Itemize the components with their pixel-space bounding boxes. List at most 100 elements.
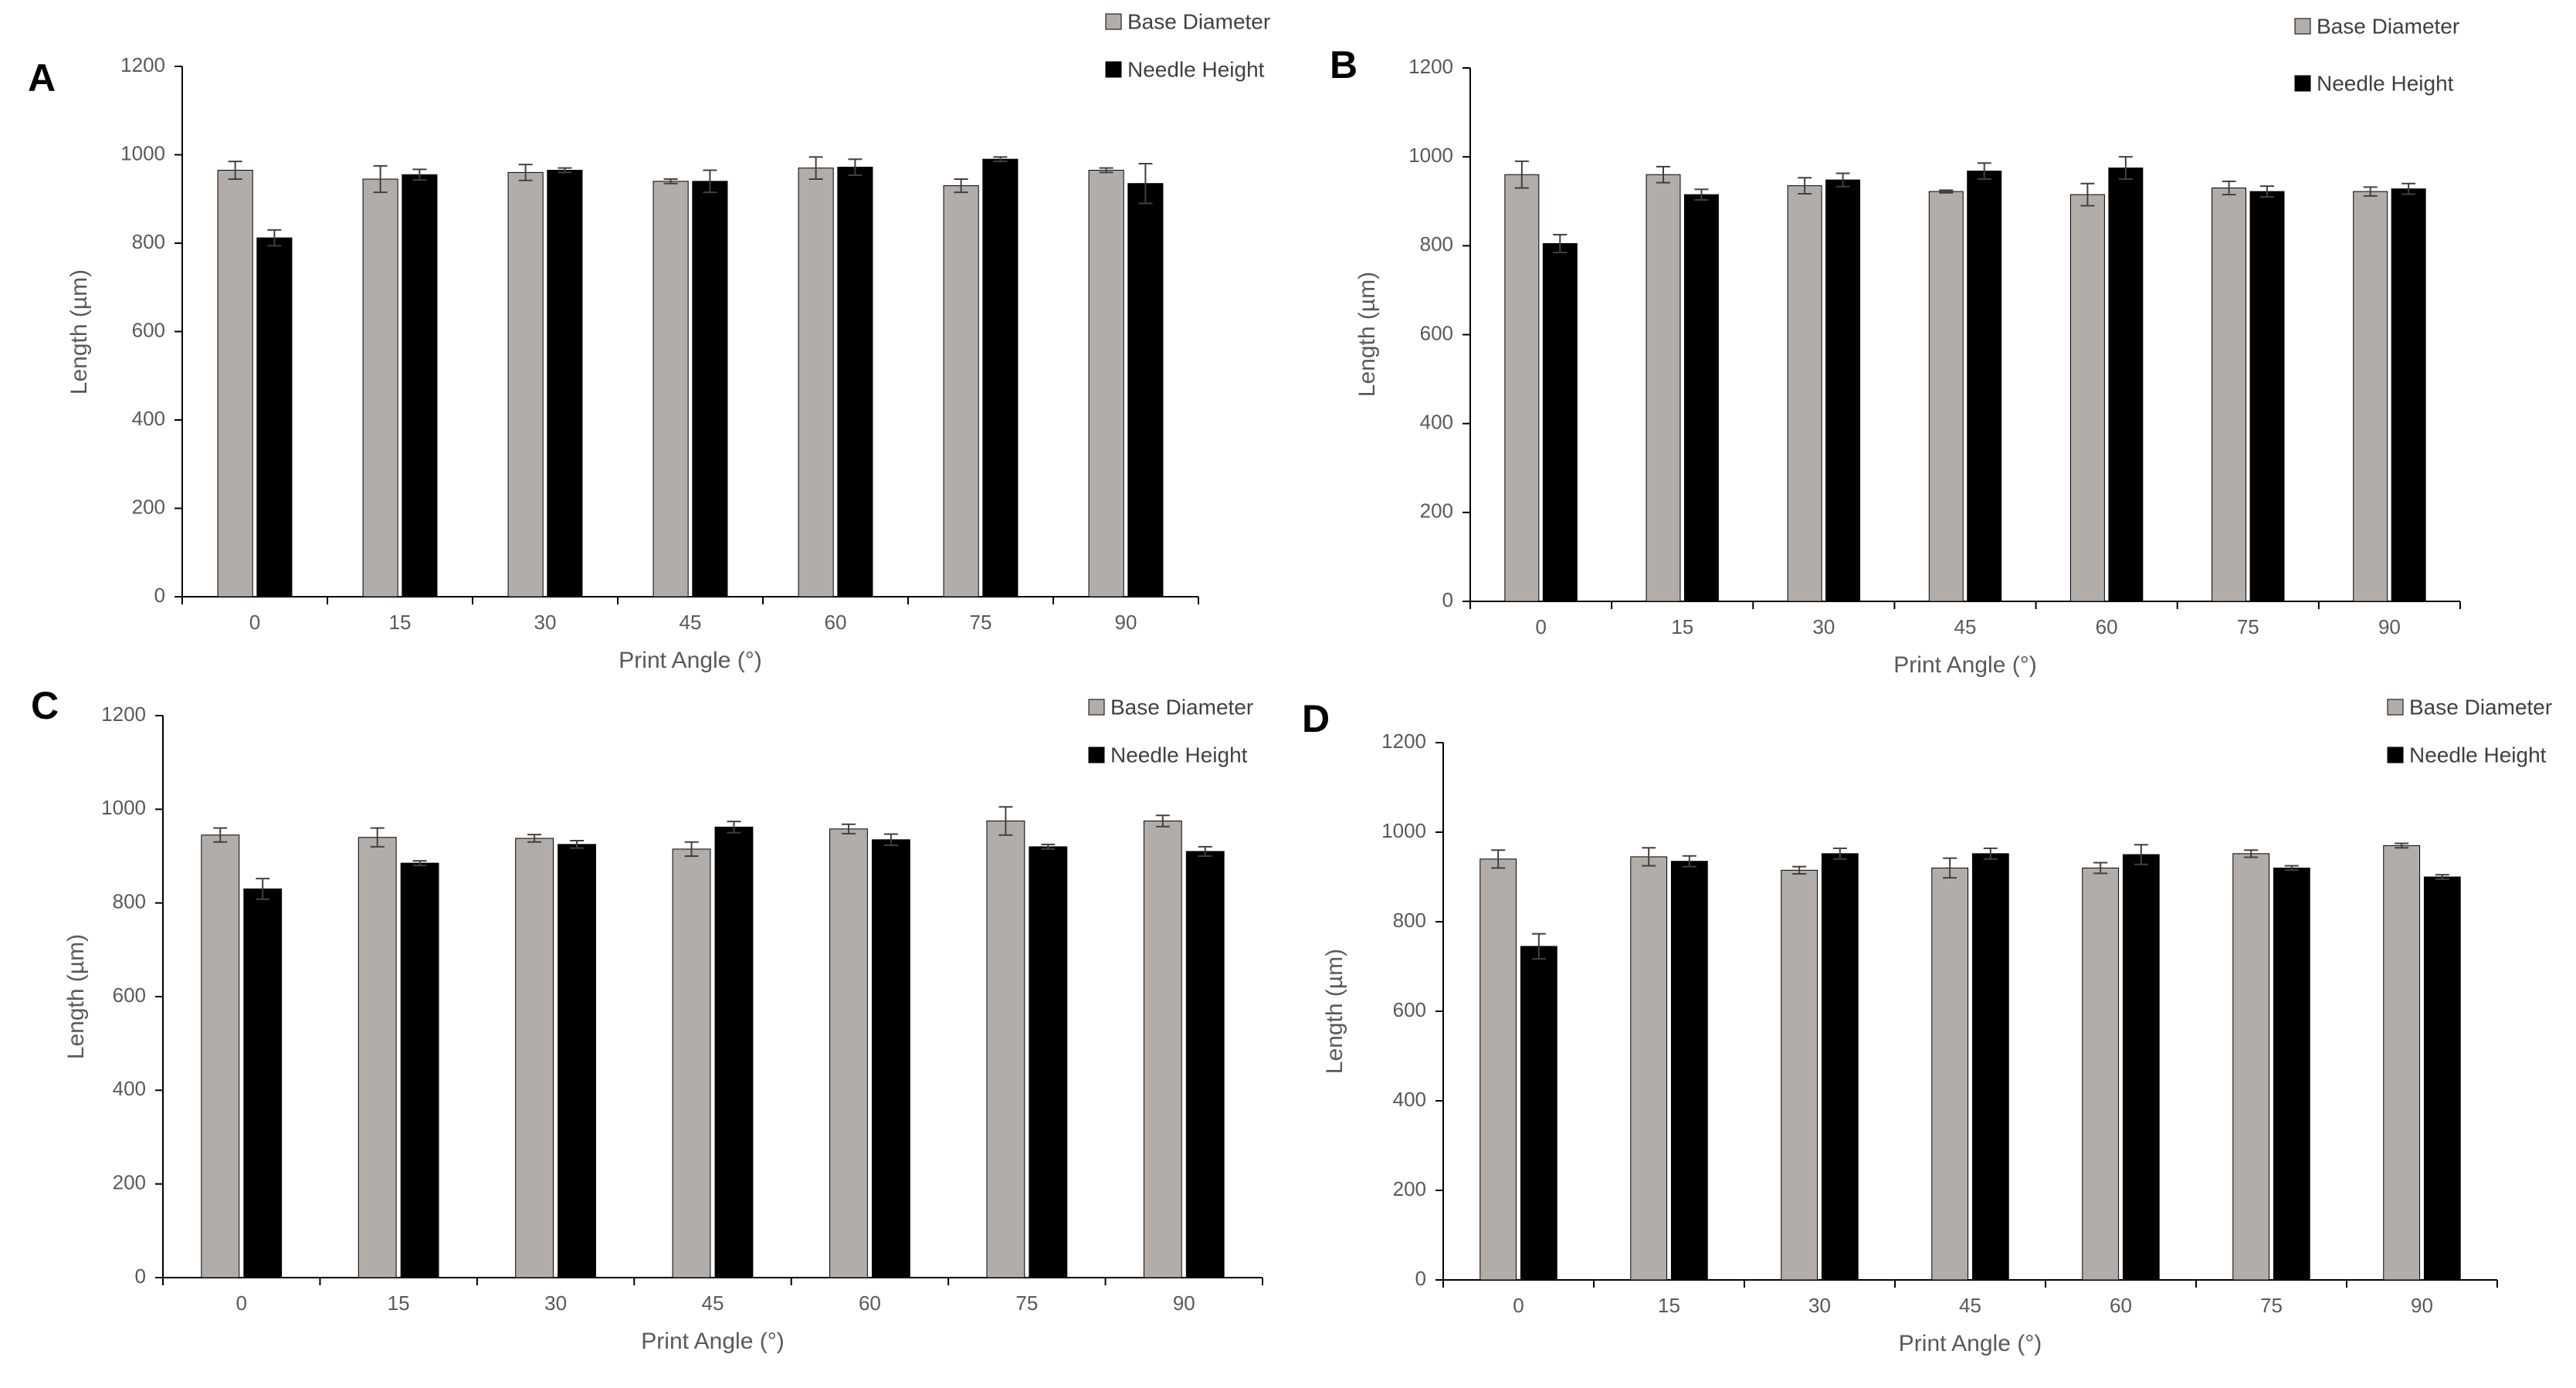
y-tick-label: 1200 — [1381, 730, 1426, 753]
x-tick-label: 75 — [2260, 1294, 2283, 1317]
bar-needle-height — [1127, 183, 1164, 598]
panel-label: C — [31, 684, 59, 727]
y-tick-label: 1000 — [101, 796, 146, 819]
bar-base-diameter — [1781, 869, 1818, 1281]
bar-base-diameter — [2082, 867, 2120, 1281]
bar-base-diameter — [2212, 187, 2247, 602]
y-tick-label: 200 — [1393, 1177, 1426, 1200]
x-tick-label: 15 — [388, 1292, 410, 1315]
bar-base-diameter — [217, 170, 253, 598]
bar-base-diameter — [507, 171, 544, 598]
x-tick-label: 30 — [534, 611, 557, 634]
bar-needle-height — [837, 167, 873, 598]
x-tick-label: 90 — [1115, 611, 1137, 634]
y-axis-title: Length (µm) — [1354, 272, 1380, 397]
y-axis-title: Length (µm) — [1322, 949, 1347, 1074]
x-tick-label: 75 — [2237, 615, 2259, 638]
bar-needle-height — [400, 862, 439, 1278]
bar-needle-height — [2273, 867, 2310, 1281]
bar-base-diameter — [515, 838, 554, 1278]
y-tick-label: 200 — [132, 495, 165, 518]
x-tick-label: 15 — [1671, 615, 1693, 638]
bar-base-diameter — [358, 837, 397, 1278]
legend-entry: Base Diameter — [1110, 695, 1253, 719]
panel-label: A — [28, 56, 56, 100]
bar-base-diameter — [1928, 191, 1964, 602]
legend-entry: Needle Height — [1110, 743, 1248, 767]
y-tick-label: 1200 — [101, 702, 146, 726]
bar-needle-height — [558, 844, 596, 1278]
legend-swatch-needle-height — [1105, 61, 1122, 78]
bar-base-diameter — [943, 185, 979, 598]
bar-needle-height — [1185, 851, 1225, 1278]
y-tick-label: 1200 — [1408, 55, 1453, 78]
x-tick-label: 45 — [1954, 615, 1977, 638]
bar-needle-height — [1520, 946, 1557, 1281]
x-tick-label: 90 — [2411, 1294, 2433, 1317]
bar-needle-height — [1683, 194, 1719, 602]
legend-swatch-base-diameter — [2294, 18, 2311, 35]
x-tick-label: 60 — [2096, 615, 2118, 638]
bar-base-diameter — [1504, 174, 1540, 602]
x-tick-label: 30 — [544, 1292, 567, 1315]
legend-swatch-needle-height — [2294, 75, 2311, 92]
x-tick-label: 45 — [680, 611, 702, 634]
y-tick-label: 600 — [1393, 998, 1426, 1021]
x-tick-label: 0 — [236, 1292, 246, 1315]
y-tick-label: 600 — [1420, 321, 1453, 344]
x-axis-title: Print Angle (°) — [619, 648, 761, 673]
bar-needle-height — [2249, 191, 2285, 602]
legend-entry: Base Diameter — [1127, 9, 1270, 33]
x-tick-label: 90 — [2378, 615, 2401, 638]
legend-swatch-needle-height — [1088, 746, 1105, 763]
bar-base-diameter — [1630, 856, 1668, 1281]
x-tick-label: 30 — [1808, 1294, 1831, 1317]
bar-base-diameter — [1646, 174, 1681, 602]
bar-base-diameter — [2232, 853, 2270, 1281]
y-tick-label: 400 — [1393, 1088, 1426, 1111]
y-tick-label: 200 — [113, 1171, 146, 1194]
x-tick-label: 0 — [249, 611, 260, 634]
x-tick-label: 0 — [1535, 615, 1546, 638]
bar-base-diameter — [672, 848, 711, 1278]
chart-panel-a: A 0 200 400 600 800 1000 1200 0 15 30 45 60 75 90 Print… — [28, 9, 1270, 673]
legend-entry: Needle Height — [2317, 71, 2454, 95]
bar-needle-height — [1670, 861, 1708, 1281]
panel-label: D — [1302, 697, 1330, 740]
bar-base-diameter — [2353, 191, 2388, 602]
x-tick-label: 75 — [970, 611, 992, 634]
x-tick-label: 45 — [1959, 1294, 1981, 1317]
x-tick-label: 60 — [2110, 1294, 2132, 1317]
bar-base-diameter — [986, 821, 1025, 1278]
x-tick-label: 60 — [825, 611, 847, 634]
bar-base-diameter — [201, 834, 240, 1278]
y-tick-label: 1000 — [1408, 144, 1453, 167]
y-tick-label: 800 — [1420, 232, 1453, 256]
chart-panel-c: C 0 200 400 600 800 1000 1200 0 15 30 45 60 75 90 Print… — [31, 684, 1263, 1354]
bar-needle-height — [243, 888, 283, 1278]
legend-entry: Base Diameter — [2409, 695, 2552, 719]
x-tick-label: 15 — [1658, 1294, 1680, 1317]
bar-base-diameter — [2069, 194, 2105, 602]
legend-entry: Needle Height — [2409, 743, 2547, 767]
x-tick-label: 60 — [859, 1292, 881, 1315]
x-axis-title: Print Angle (°) — [1899, 1331, 2042, 1356]
legend-swatch-base-diameter — [1105, 13, 1122, 30]
x-tick-label: 15 — [389, 611, 412, 634]
y-tick-label: 400 — [1420, 411, 1453, 434]
bar-needle-height — [714, 826, 754, 1278]
x-tick-label: 30 — [1812, 615, 1835, 638]
bar-needle-height — [692, 181, 728, 598]
x-axis-title: Print Angle (°) — [1893, 652, 2036, 678]
y-tick-label: 400 — [113, 1077, 146, 1100]
bar-needle-height — [871, 839, 910, 1278]
bar-needle-height — [2122, 854, 2160, 1281]
y-tick-label: 1000 — [120, 141, 165, 164]
bar-base-diameter — [652, 181, 689, 598]
bar-needle-height — [1542, 242, 1578, 602]
chart-panel-d: D 0 200 400 600 800 1000 1200 0 15 30 45 60 75 90 Print… — [1302, 695, 2552, 1356]
bar-needle-height — [402, 174, 438, 598]
y-tick-label: 200 — [1420, 499, 1453, 523]
y-tick-label: 0 — [135, 1264, 146, 1288]
